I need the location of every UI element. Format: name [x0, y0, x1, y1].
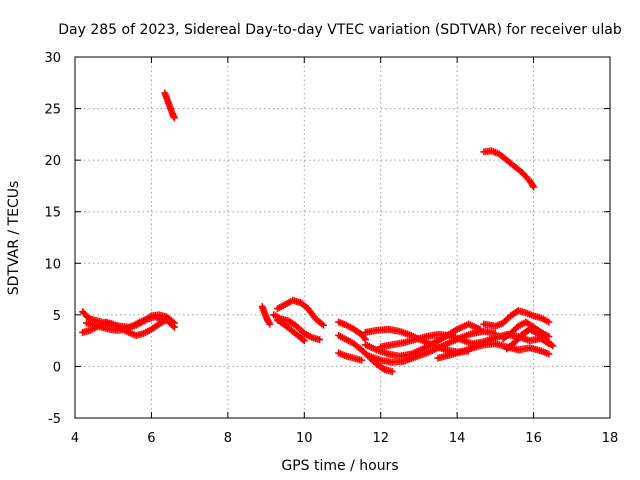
- y-tick-labels: -5 0 5 10 15 20 25 30: [44, 51, 61, 427]
- data-point: [388, 368, 396, 376]
- x-tick-label: 6: [147, 431, 155, 446]
- y-tick-label: 0: [53, 360, 61, 375]
- plot-frame: [74, 56, 611, 419]
- y-tick-label: 30: [44, 51, 61, 66]
- data-point: [318, 320, 326, 328]
- y-tick-label: -5: [48, 412, 61, 427]
- chart-title: Day 285 of 2023, Sidereal Day-to-day VTE…: [58, 22, 622, 38]
- data-point: [170, 114, 178, 122]
- data-point: [549, 342, 557, 350]
- data-point: [545, 318, 553, 326]
- y-tick-label: 25: [44, 103, 61, 118]
- y-tick-label: 5: [53, 309, 61, 324]
- data-point: [358, 356, 366, 364]
- x-tick-label: 14: [449, 431, 466, 446]
- data-point: [159, 316, 167, 324]
- x-tick-label: 4: [71, 431, 79, 446]
- axis-ticks: [74, 56, 611, 419]
- y-axis-label: SDTVAR / TECUs: [6, 181, 22, 296]
- x-axis-label: GPS time / hours: [281, 458, 398, 474]
- y-tick-label: 20: [44, 154, 61, 169]
- data-point: [319, 321, 327, 329]
- y-tick-label: 10: [44, 257, 61, 272]
- grid: [75, 57, 610, 418]
- data-point: [530, 183, 538, 191]
- x-tick-label: 8: [224, 431, 232, 446]
- x-tick-label: 18: [602, 431, 619, 446]
- data-point: [170, 323, 178, 331]
- data-point: [300, 337, 308, 345]
- y-tick-label: 15: [44, 206, 61, 221]
- x-tick-label: 16: [525, 431, 542, 446]
- data-point: [547, 341, 555, 349]
- data-point: [266, 320, 274, 328]
- x-tick-label: 10: [296, 431, 313, 446]
- data-point: [299, 336, 307, 344]
- data-points: [79, 89, 557, 376]
- x-tick-labels: 4 6 8 10 12 14 16 18: [71, 431, 618, 446]
- data-point: [169, 322, 177, 330]
- x-tick-label: 12: [372, 431, 389, 446]
- data-point: [316, 336, 324, 344]
- data-point: [545, 350, 553, 358]
